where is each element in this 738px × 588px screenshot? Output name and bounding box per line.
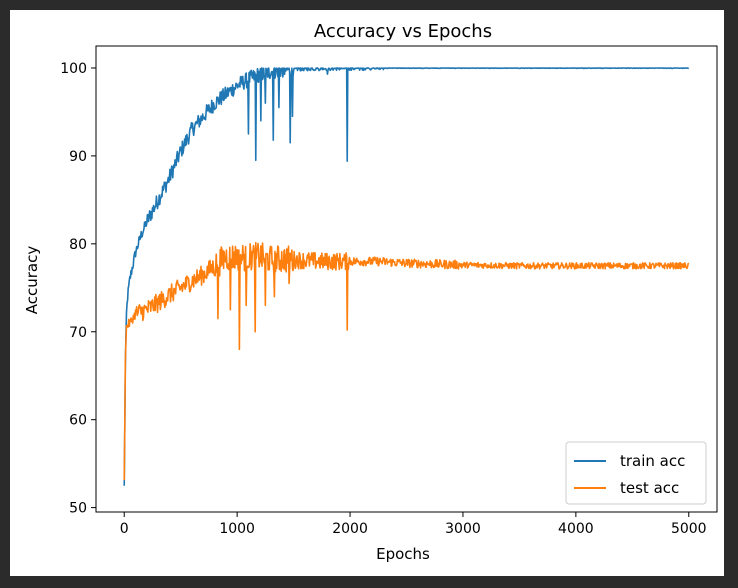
- series-layer: [123, 67, 690, 486]
- y-tick-label: 70: [69, 325, 87, 341]
- accuracy-line-chart: 0 1000 2000 3000 4000 5000 50 60 70 80 90 100 Accur…: [23, 21, 718, 563]
- x-tick-label: 2000: [332, 521, 368, 537]
- y-tick-label: 90: [69, 149, 87, 165]
- y-tick-label: 60: [69, 413, 87, 429]
- legend: train acc test acc: [565, 441, 707, 505]
- chart-figure: 0 1000 2000 3000 4000 5000 50 60 70 80 90 100 Accur…: [10, 10, 724, 576]
- ticks-layer: 0 1000 2000 3000 4000 5000 50 60 70 80 90 100: [60, 61, 706, 537]
- legend-label-train-acc: train acc: [620, 452, 685, 470]
- x-tick-label: 5000: [671, 521, 707, 537]
- x-axis-label: Epochs: [376, 545, 430, 563]
- y-tick-label: 100: [60, 61, 87, 77]
- series-line-train-acc: [123, 67, 690, 486]
- y-axis-label: Accuracy: [23, 246, 41, 315]
- x-tick-label: 1000: [219, 521, 255, 537]
- legend-label-test-acc: test acc: [620, 479, 679, 497]
- y-tick-label: 50: [69, 501, 87, 517]
- x-tick-label: 3000: [445, 521, 481, 537]
- x-tick-label: 0: [120, 521, 129, 537]
- y-tick-label: 80: [69, 237, 87, 253]
- chart-title: Accuracy vs Epochs: [314, 21, 492, 42]
- x-tick-label: 4000: [558, 521, 594, 537]
- series-line-test-acc: [123, 241, 690, 481]
